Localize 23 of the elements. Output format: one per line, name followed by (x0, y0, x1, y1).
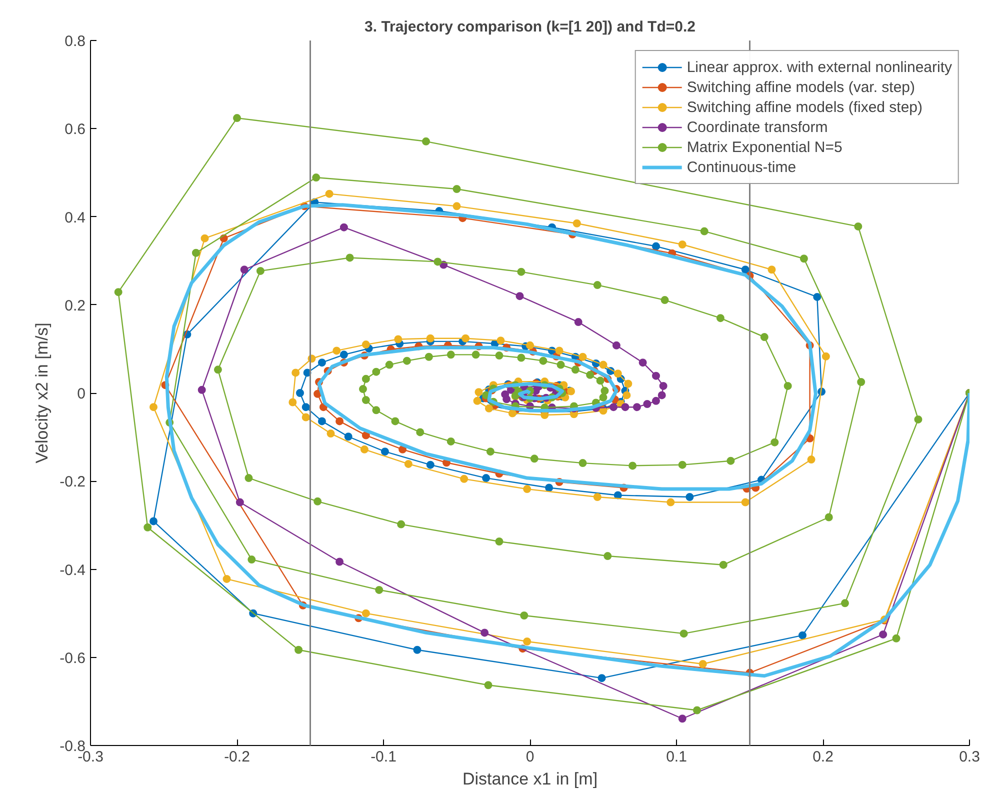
y-tick-label: 0.4 (64, 209, 86, 226)
x-tick-label: 0 (526, 748, 534, 766)
y-tick-label: 0.2 (64, 297, 86, 314)
x-tick-label: -0.1 (370, 748, 396, 766)
x-tick-label: 0.3 (959, 748, 980, 766)
y-tick-label: 0.6 (64, 121, 86, 138)
legend-label: Switching affine models (fixed step) (686, 98, 923, 116)
legend-label: Continuous-time (686, 158, 796, 176)
x-tick-label: 0.2 (812, 748, 834, 766)
y-tick-label: 0 (77, 386, 86, 402)
legend-label: Switching affine models (var. step) (686, 78, 916, 96)
y-tick-label: -0.6 (60, 650, 86, 667)
legend-label: Linear approx. with external nonlinearity (686, 58, 952, 76)
y-tick-label: 0.8 (64, 33, 86, 50)
x-axis-title: Distance x1 in [m] (462, 770, 598, 788)
x-tick-label: -0.2 (224, 748, 250, 766)
legend-label: Coordinate transform (686, 118, 828, 136)
y-axis-title: Velocity x2 in [m/s] (32, 322, 52, 464)
chart-title: 3. Trajectory comparison (k=[1 20]) and Td=0.2 (364, 18, 696, 36)
y-tick-label: -0.2 (60, 474, 86, 491)
legend-label: Matrix Exponential N=5 (686, 138, 842, 156)
x-tick-label: 0.1 (666, 748, 687, 766)
y-tick-label: -0.4 (60, 562, 86, 579)
